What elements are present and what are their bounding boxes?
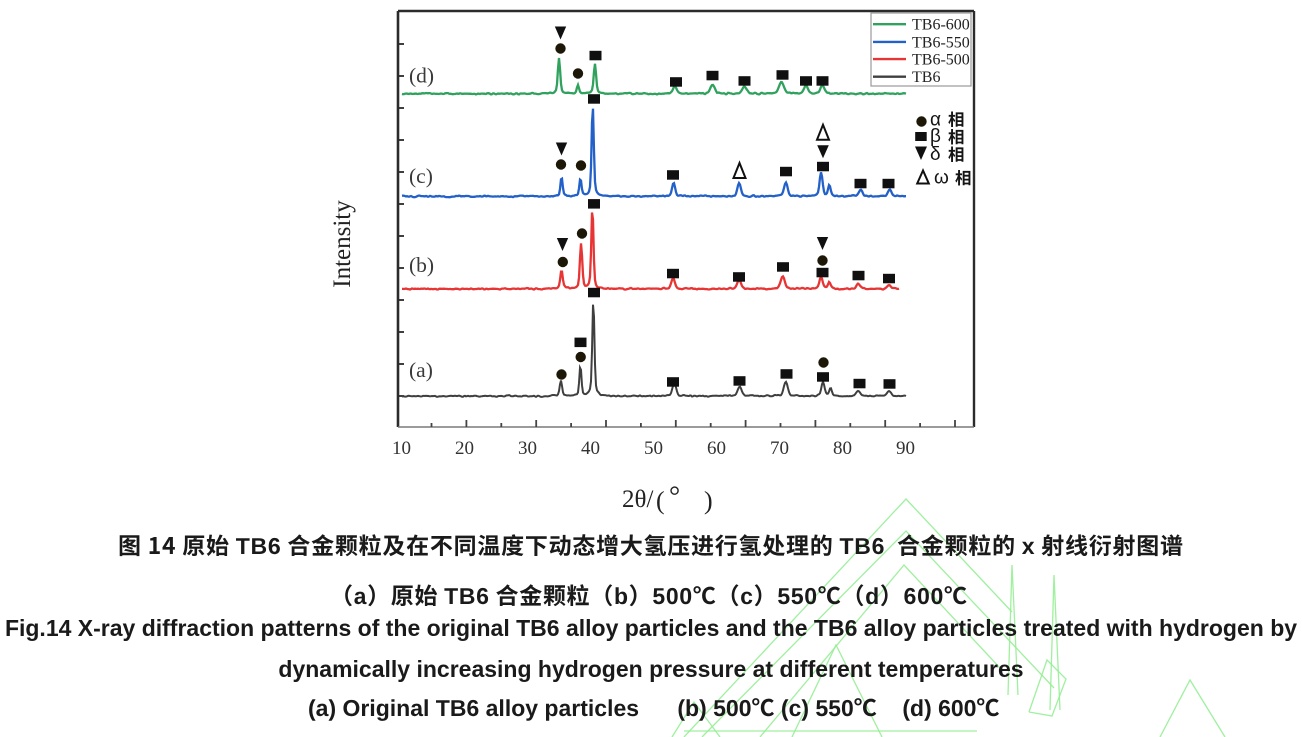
svg-text:TB6-600: TB6-600 — [912, 17, 970, 34]
svg-text:60: 60 — [707, 438, 726, 459]
svg-text:10: 10 — [392, 438, 411, 459]
svg-text:δ: δ — [930, 144, 941, 165]
svg-text:(a): (a) — [409, 358, 433, 382]
svg-text:dynamically increasing hydroge: dynamically increasing hydrogen pressure… — [278, 656, 1023, 682]
svg-text:Fig.14 X-ray diffraction patte: Fig.14 X-ray diffraction patterns of the… — [5, 615, 1297, 641]
svg-text:TB6: TB6 — [912, 69, 940, 86]
svg-text:30: 30 — [518, 438, 537, 459]
svg-text:(b): (b) — [409, 253, 434, 277]
svg-text:90: 90 — [896, 438, 915, 459]
svg-text:β: β — [930, 126, 941, 147]
svg-text:40: 40 — [581, 438, 600, 459]
svg-text:20: 20 — [455, 438, 474, 459]
svg-text:ω: ω — [934, 168, 949, 189]
svg-text:α: α — [930, 110, 941, 131]
svg-text:50: 50 — [644, 438, 663, 459]
svg-text:Intensity: Intensity — [329, 200, 356, 288]
svg-text:TB6-500: TB6-500 — [912, 52, 970, 69]
svg-text:(d): (d) — [409, 64, 434, 88]
svg-text:(c): (c) — [409, 164, 433, 188]
svg-text:TB6-550: TB6-550 — [912, 34, 970, 51]
svg-text:80: 80 — [833, 438, 852, 459]
svg-text:70: 70 — [770, 438, 789, 459]
